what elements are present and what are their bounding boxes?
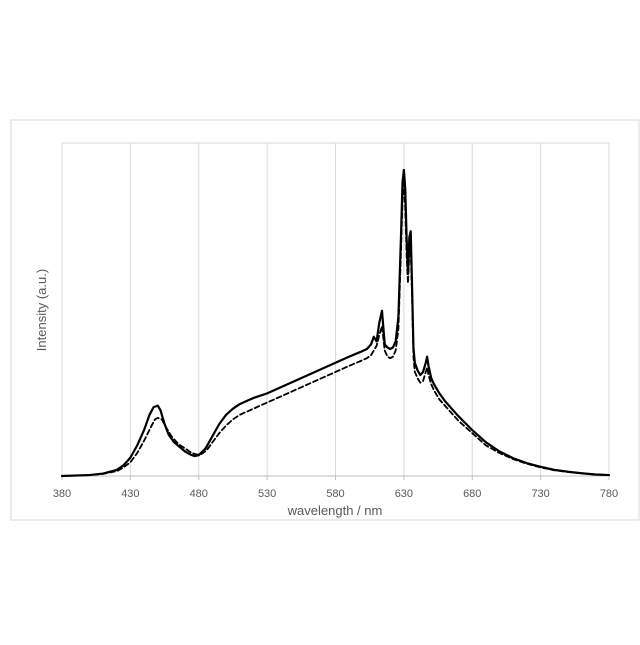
- x-tick-label: 480: [190, 488, 208, 500]
- x-tick-label: 380: [53, 488, 71, 500]
- x-axis-label: wavelength / nm: [287, 503, 383, 518]
- x-tick-label: 630: [395, 488, 413, 500]
- x-tick-label: 580: [326, 488, 344, 500]
- x-tick-labels: 380 430 480 530 580 630 680 730 780: [53, 488, 618, 500]
- x-tick-label: 680: [463, 488, 481, 500]
- x-tick-label: 780: [600, 488, 618, 500]
- y-axis-label: Intensity (a.u.): [34, 269, 49, 351]
- x-tick-label: 430: [121, 488, 139, 500]
- x-tick-label: 530: [258, 488, 276, 500]
- chart-frame: [11, 120, 639, 520]
- x-tick-label: 730: [531, 488, 549, 500]
